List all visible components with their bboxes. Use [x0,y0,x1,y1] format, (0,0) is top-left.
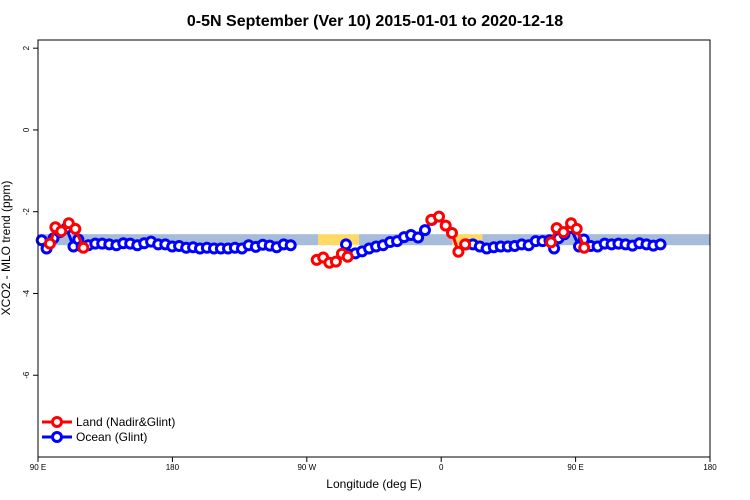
land-point-2-1 [433,210,445,223]
x-tick-label-0: 90 E [30,463,46,472]
ocean-point-0-37 [284,239,297,252]
ocean-point-1-0 [340,238,352,251]
legend: Land (Nadir&Glint) Ocean (Glint) [42,415,175,444]
y-axis-label: XCO2 - MLO trend (ppm) [0,181,13,316]
chart-title: 0-5N September (Ver 10) 2015-01-01 to 20… [187,13,563,30]
y-tick-label-0: 2 [22,45,31,50]
x-tick-label-4: 90 E [567,463,583,472]
land-point-3-4 [570,222,583,235]
y-tick-label-3: -4 [22,289,31,297]
y-tick-label-1: 0 [22,127,31,132]
y-tick-label-2: -2 [22,208,31,216]
x-tick-label-2: 90 W [297,463,316,472]
land-point-0-5 [77,241,90,254]
land-point-1-3 [329,255,342,268]
legend-ocean-marker [51,431,63,443]
legend-ocean-label: Ocean (Glint) [76,430,147,444]
plot-frame [37,39,711,458]
land-point-0-4 [69,222,82,235]
land-point-2-4 [452,245,465,258]
ocean-point-1-12 [419,224,431,237]
land-point-2-3 [446,227,458,239]
y-tick-label-4: -6 [22,371,31,379]
x-tick-label-1: 180 [166,463,180,472]
land-point-3-0 [545,236,557,249]
land-point-0-2 [55,225,68,238]
land-point-3-5 [578,241,591,254]
land-point-0-0 [43,237,56,250]
ocean-point-2-29 [654,238,667,251]
land-band-1 [318,234,360,246]
land-point-2-2 [439,219,452,232]
ocean-point-1-11 [412,231,425,244]
ocean-band-0 [38,234,318,246]
land-point-3-2 [557,226,570,239]
legend-land-marker [51,416,63,428]
land-series [43,210,591,269]
ocean-band-4 [482,234,710,246]
land-point-2-5 [459,238,472,251]
x-tick-label-5: 180 [703,463,717,472]
y-axis: 2 0 -2 -4 -6 [22,45,38,379]
series-layer [35,210,667,269]
legend-land-label: Land (Nadir&Glint) [76,415,175,429]
land-point-1-5 [341,250,354,263]
x-axis: 90 E 180 90 W 0 90 E 180 [30,457,717,472]
x-tick-label-3: 0 [439,463,444,472]
x-axis-label: Longitude (deg E) [326,477,421,491]
